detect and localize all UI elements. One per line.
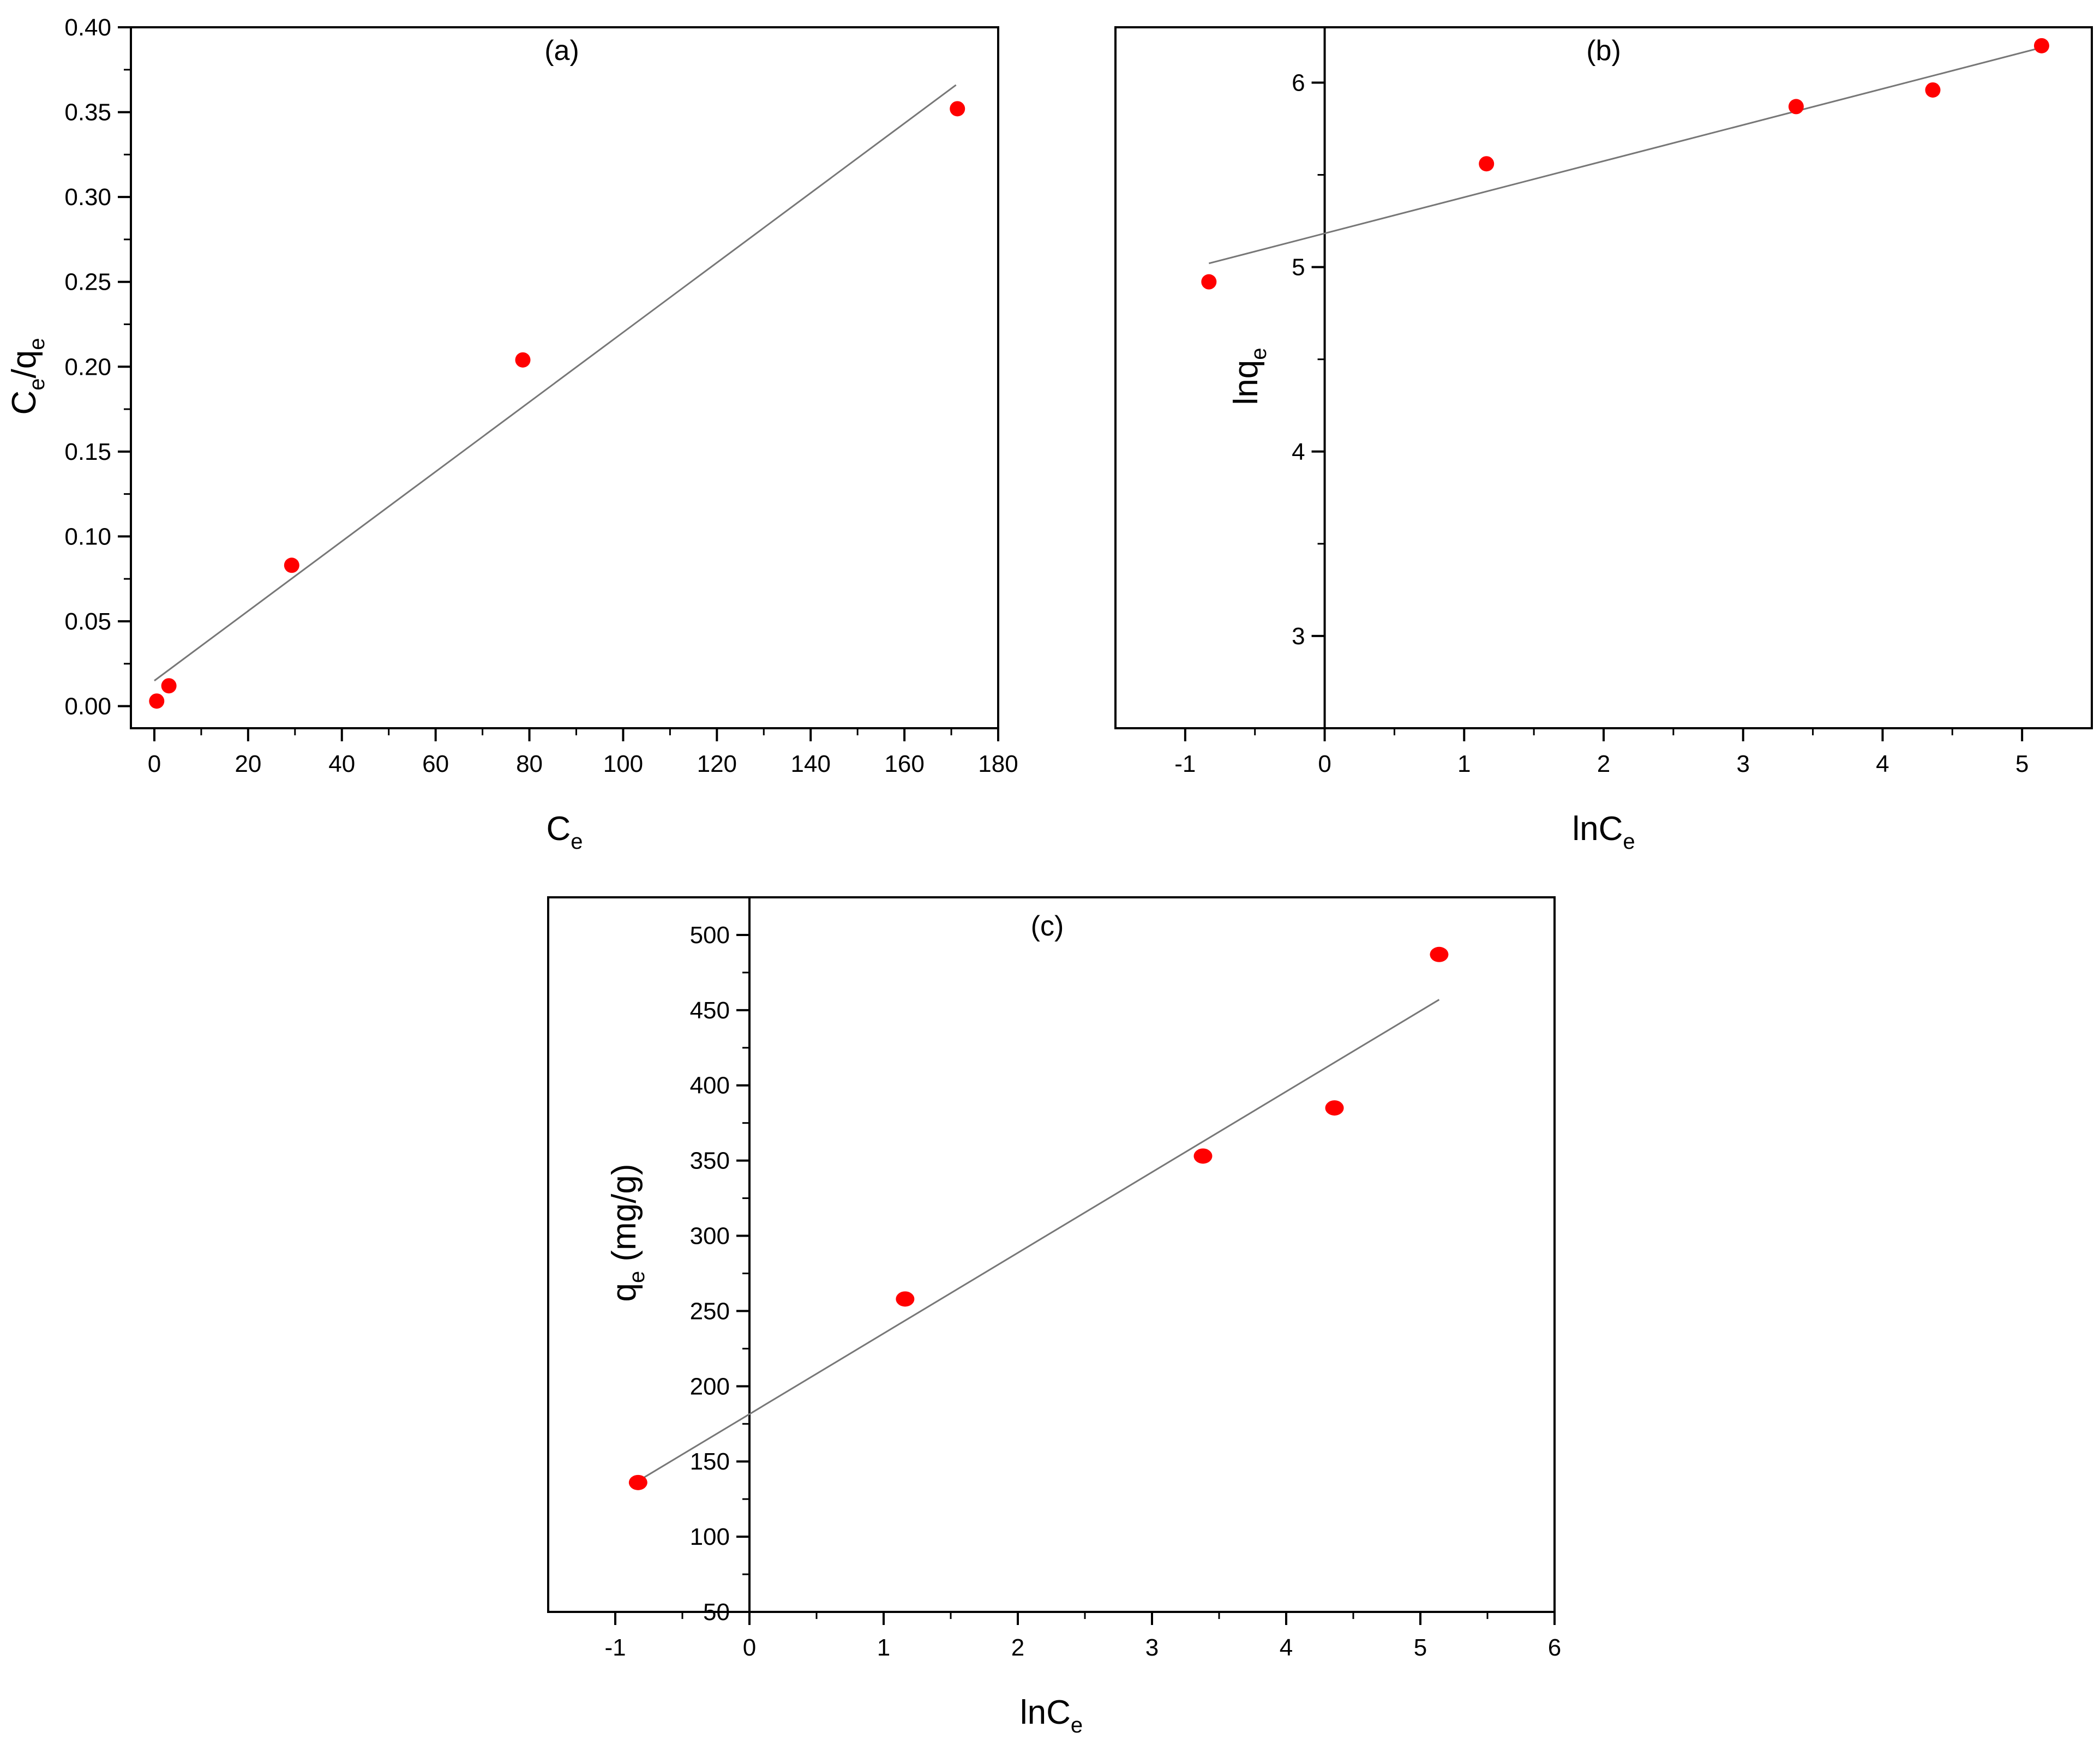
panel-a-scatter-chart: 0 20 40 60 80 100 120 140 160 180 0.00 0.05 0.10 0.15… xyxy=(5,14,1018,854)
data-point xyxy=(1193,1148,1213,1164)
data-point xyxy=(284,557,299,573)
x-tick-label: 120 xyxy=(697,751,737,777)
x-tick-label: -1 xyxy=(1174,751,1196,777)
data-point xyxy=(628,1474,647,1490)
y-tick-label: 0.30 xyxy=(64,184,111,211)
x-tick-label: 1 xyxy=(1457,751,1471,777)
y-tick-label: 0.35 xyxy=(64,99,111,126)
linear-fit-line xyxy=(154,84,957,682)
x-tick-label: 2 xyxy=(1597,751,1610,777)
y-tick-label: 350 xyxy=(690,1148,730,1174)
y-tick-label: 4 xyxy=(1292,439,1305,465)
x-axis-label: Ce xyxy=(546,810,583,854)
y-tick-label: 0.20 xyxy=(64,353,111,380)
y-tick-label: 50 xyxy=(703,1599,730,1626)
data-point xyxy=(161,678,177,694)
data-point xyxy=(149,693,165,709)
data-point xyxy=(515,352,531,368)
x-tick-label: 6 xyxy=(1548,1634,1561,1661)
x-tick-label: 4 xyxy=(1280,1634,1293,1661)
y-axis-label: qe (mg/g) xyxy=(605,1164,649,1302)
data-point xyxy=(1479,156,1495,172)
y-tick-label: 150 xyxy=(690,1448,730,1475)
y-tick-label: 250 xyxy=(690,1298,730,1324)
x-tick-label: 40 xyxy=(328,751,355,777)
x-tick-label: 60 xyxy=(422,751,449,777)
y-tick-label: 0.05 xyxy=(64,608,111,635)
y-tick-label: 200 xyxy=(690,1373,730,1400)
x-tick-label: 180 xyxy=(978,751,1018,777)
x-tick-label: 20 xyxy=(235,751,261,777)
data-point xyxy=(950,101,965,117)
linear-fit-line xyxy=(638,999,1440,1482)
data-point xyxy=(1788,99,1804,115)
x-axis-label: lnCe xyxy=(1572,810,1635,854)
y-tick-label: 0.25 xyxy=(64,269,111,296)
x-tick-label: 100 xyxy=(603,751,643,777)
x-tick-label: 140 xyxy=(791,751,831,777)
y-tick-label: 100 xyxy=(690,1524,730,1550)
x-tick-label: 5 xyxy=(1414,1634,1427,1661)
y-tick-label: 500 xyxy=(690,922,730,949)
x-tick-label: 3 xyxy=(1736,751,1749,777)
x-tick-label: 0 xyxy=(1318,751,1331,777)
panel-label: (a) xyxy=(544,35,579,67)
y-tick-label: 300 xyxy=(690,1223,730,1250)
x-tick-label: 160 xyxy=(884,751,924,777)
x-tick-label: 80 xyxy=(516,751,543,777)
y-axis-label: lnqe xyxy=(1227,348,1271,405)
linear-fit-line xyxy=(1208,46,2042,265)
y-tick-label: 0.00 xyxy=(64,693,111,720)
panel-b-scatter-chart: -1 0 1 2 3 4 5 3 4 5 6 (b) lnCe lnqe xyxy=(1114,26,2093,854)
x-tick-label: 0 xyxy=(148,751,161,777)
data-point xyxy=(1325,1100,1344,1116)
y-tick-label: 450 xyxy=(690,997,730,1024)
y-tick-label: 400 xyxy=(690,1072,730,1099)
x-tick-label: 2 xyxy=(1011,1634,1024,1661)
x-tick-label: -1 xyxy=(604,1634,626,1661)
data-point xyxy=(1201,274,1217,290)
y-axis-label: Ce/qe xyxy=(5,338,49,415)
data-point xyxy=(1430,946,1449,962)
x-axis-label: lnCe xyxy=(1020,1694,1083,1737)
y-tick-label: 0.40 xyxy=(64,14,111,41)
panel-label: (b) xyxy=(1586,35,1621,67)
x-tick-label: 5 xyxy=(2015,751,2029,777)
x-tick-label: 0 xyxy=(743,1634,756,1661)
plot-frame xyxy=(547,896,1556,1613)
data-point xyxy=(2033,38,2049,53)
y-tick-label: 5 xyxy=(1292,254,1305,281)
x-tick-label: 1 xyxy=(877,1634,890,1661)
data-point xyxy=(896,1291,915,1307)
data-point xyxy=(1925,82,1941,98)
y-tick-label: 3 xyxy=(1292,623,1305,650)
x-tick-label: 4 xyxy=(1876,751,1889,777)
y-tick-label: 6 xyxy=(1292,69,1305,96)
x-tick-label: 3 xyxy=(1145,1634,1159,1661)
panel-label: (c) xyxy=(1031,910,1064,942)
y-tick-label: 0.10 xyxy=(64,523,111,550)
y-tick-label: 0.15 xyxy=(64,439,111,465)
panel-c-scatter-chart: -1 0 1 2 3 4 5 6 50 100 150 200 250 300 350 400 450 500 (c… xyxy=(547,896,1561,1737)
plot-frame xyxy=(130,26,999,729)
